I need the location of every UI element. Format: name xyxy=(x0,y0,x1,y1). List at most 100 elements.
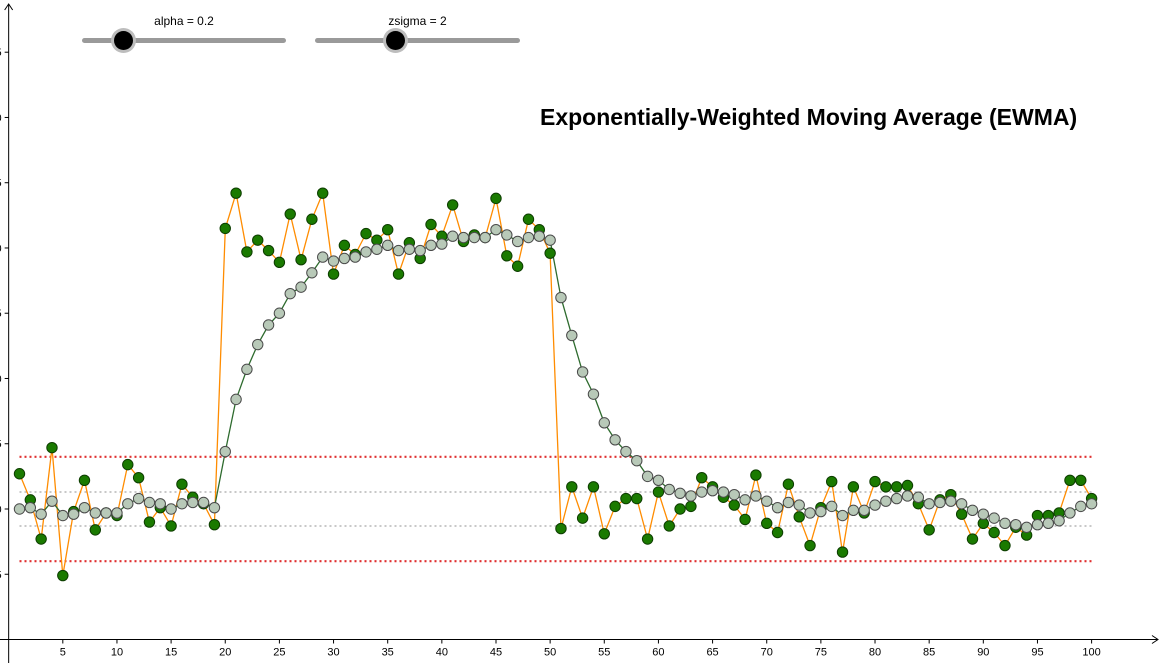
ewma-point xyxy=(847,504,860,517)
ewma-point xyxy=(858,504,870,517)
observation-point xyxy=(826,475,838,488)
alpha-slider-knob[interactable] xyxy=(114,31,133,50)
ewma-point xyxy=(717,486,730,498)
observation-point xyxy=(511,260,524,272)
ewma-point xyxy=(890,492,903,505)
ewma-point xyxy=(923,498,935,510)
observation-point xyxy=(955,508,968,520)
observation-point xyxy=(219,222,231,235)
x-tick-label: 30 xyxy=(327,647,339,659)
ewma-point xyxy=(912,491,925,503)
zsigma-slider-knob[interactable] xyxy=(386,31,405,50)
ewma-point xyxy=(414,244,426,257)
ewma-point xyxy=(522,231,535,244)
ewma-point xyxy=(360,246,372,258)
ewma-point xyxy=(761,495,773,507)
observation-point xyxy=(739,513,751,526)
x-tick-label: 55 xyxy=(598,647,610,659)
ewma-point xyxy=(67,508,80,520)
ewma-point xyxy=(750,490,762,502)
ewma-point xyxy=(598,417,610,429)
observation-point xyxy=(327,268,340,280)
zsigma-slider[interactable]: zsigma = 2 xyxy=(315,14,520,54)
ewma-point xyxy=(945,495,957,507)
observation-point xyxy=(620,492,632,505)
observation-point xyxy=(392,268,405,280)
ewma-point xyxy=(35,508,47,520)
x-tick-label: 85 xyxy=(923,647,935,659)
chart-title: Exponentially-Weighted Moving Average (E… xyxy=(540,104,1078,130)
observation-line xyxy=(18,190,1093,576)
ewma-point xyxy=(490,224,502,236)
ewma-point xyxy=(306,267,318,279)
x-tick-label: 5 xyxy=(60,647,66,659)
y-tick-label: 10 xyxy=(0,504,2,516)
ewma-point xyxy=(826,500,838,513)
x-tick-label: 65 xyxy=(706,647,718,659)
series-lines xyxy=(18,190,1093,576)
ewma-point xyxy=(436,238,448,250)
ewma-point xyxy=(122,498,134,510)
observation-point xyxy=(338,239,351,252)
observation-point xyxy=(901,479,914,492)
ewma-point xyxy=(836,509,849,522)
observation-point xyxy=(890,481,903,493)
observation-point xyxy=(230,187,242,199)
ewma-point xyxy=(295,281,307,293)
observation-point xyxy=(836,546,849,558)
y-tick-label: 5 xyxy=(0,569,2,581)
observation-point xyxy=(490,192,502,205)
ewma-point xyxy=(13,503,26,515)
ewma-point xyxy=(89,507,101,519)
ewma-point xyxy=(78,501,91,514)
observation-point xyxy=(1064,474,1076,486)
ewma-point xyxy=(392,244,405,257)
observation-point xyxy=(880,481,892,493)
observation-point xyxy=(78,474,91,486)
observation-point xyxy=(295,254,307,266)
ewma-point xyxy=(24,501,37,514)
observation-point xyxy=(1075,474,1087,486)
ewma-point xyxy=(566,329,578,342)
ewma-point xyxy=(901,490,914,502)
x-tick-label: 25 xyxy=(273,647,285,659)
observation-point xyxy=(522,213,535,225)
observation-point xyxy=(566,481,578,493)
observation-point xyxy=(306,213,318,225)
ewma-point xyxy=(176,498,188,510)
ewma-point xyxy=(587,388,600,400)
ewma-point xyxy=(219,445,231,458)
alpha-slider-track[interactable] xyxy=(82,38,286,43)
x-tick-label: 80 xyxy=(869,647,881,659)
observation-point xyxy=(576,512,589,524)
x-tick-label: 60 xyxy=(652,647,664,659)
ewma-point xyxy=(728,488,740,501)
ewma-point xyxy=(501,229,513,241)
y-tick-label: 30 xyxy=(0,243,2,255)
axes: 5 10 15 20 25 30 35 40 45 50 55 60 65 70 75 80 85 90 95 100… xyxy=(0,3,1159,663)
ewma-point xyxy=(132,492,145,505)
zsigma-slider-track[interactable] xyxy=(315,38,520,43)
x-tick-label: 100 xyxy=(1082,647,1100,659)
ewma-point xyxy=(371,243,383,255)
ewma-point xyxy=(663,483,675,496)
y-tick-label: 25 xyxy=(0,308,2,320)
ewma-point xyxy=(468,231,481,244)
observation-point xyxy=(501,250,513,262)
ewma-point xyxy=(403,243,416,255)
observation-point xyxy=(999,539,1011,552)
x-tick-label: 70 xyxy=(761,647,773,659)
observation-point xyxy=(587,481,600,493)
ewma-point xyxy=(576,366,589,378)
ewma-point xyxy=(1085,498,1098,510)
ewma-point xyxy=(966,504,979,517)
ewma-point xyxy=(544,234,556,246)
ewma-point xyxy=(100,507,112,519)
observation-point xyxy=(284,208,296,220)
observation-point xyxy=(782,478,795,490)
observation-point xyxy=(446,199,459,211)
observation-point xyxy=(847,481,860,493)
ewma-point xyxy=(782,496,795,509)
observation-point xyxy=(761,517,773,530)
alpha-slider[interactable]: alpha = 0.2 xyxy=(82,14,286,54)
